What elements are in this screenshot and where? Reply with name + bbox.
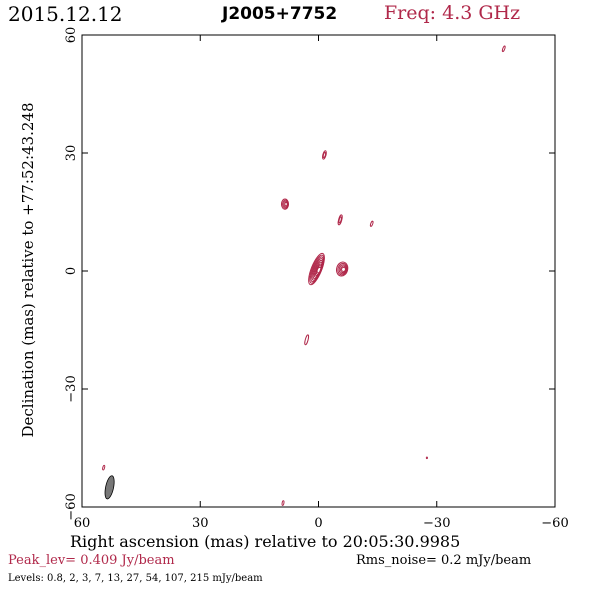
rms-noise: Rms_noise= 0.2 mJy/beam — [356, 553, 532, 568]
contour-jet-knot — [336, 261, 349, 277]
plot-frame — [81, 34, 556, 508]
x-tick-label: 0 — [314, 516, 322, 531]
contour-jet-knot — [341, 266, 346, 272]
contour-bottom-left — [102, 464, 106, 471]
x-tick-label: −60 — [541, 516, 568, 531]
contour-bottom-center — [281, 500, 285, 506]
y-tick-label: −60 — [64, 493, 79, 520]
source-name: J2005+7752 — [222, 4, 338, 24]
y-tick-label: 30 — [64, 145, 79, 162]
contour-jet-knot — [338, 264, 347, 275]
contour-north-east — [284, 201, 288, 207]
contour-north-jet — [338, 216, 342, 224]
contour-top-right — [501, 45, 506, 53]
contour-south-small — [304, 334, 310, 346]
contour-north-small — [322, 150, 327, 160]
y-tick-label: −30 — [64, 375, 79, 402]
peak-level: Peak_lev= 0.409 Jy/beam — [8, 553, 175, 568]
contour-north-jet — [337, 214, 343, 226]
observation-date: 2015.12.12 — [8, 2, 123, 26]
x-tick-label: 30 — [192, 516, 209, 531]
contour-north-small — [322, 151, 327, 159]
beam-ellipse — [104, 475, 115, 500]
frequency-label: Freq: 4.3 GHz — [384, 2, 521, 24]
contour-east-small — [369, 220, 374, 227]
contour-levels: Levels: 0.8, 2, 3, 7, 13, 27, 54, 107, 2… — [8, 573, 263, 584]
y-axis-label-text: Declination (mas) relative to +77:52:43.… — [19, 102, 37, 438]
contour-core — [316, 266, 322, 274]
y-tick-label: 60 — [64, 27, 79, 44]
y-tick-label: 0 — [64, 267, 79, 275]
contour-bottom-right-dot — [425, 456, 428, 460]
x-axis-label: Right ascension (mas) relative to 20:05:… — [70, 532, 461, 551]
contour-jet-knot — [337, 262, 348, 276]
x-tick-label: 60 — [74, 516, 91, 531]
x-tick-label: −30 — [423, 516, 450, 531]
